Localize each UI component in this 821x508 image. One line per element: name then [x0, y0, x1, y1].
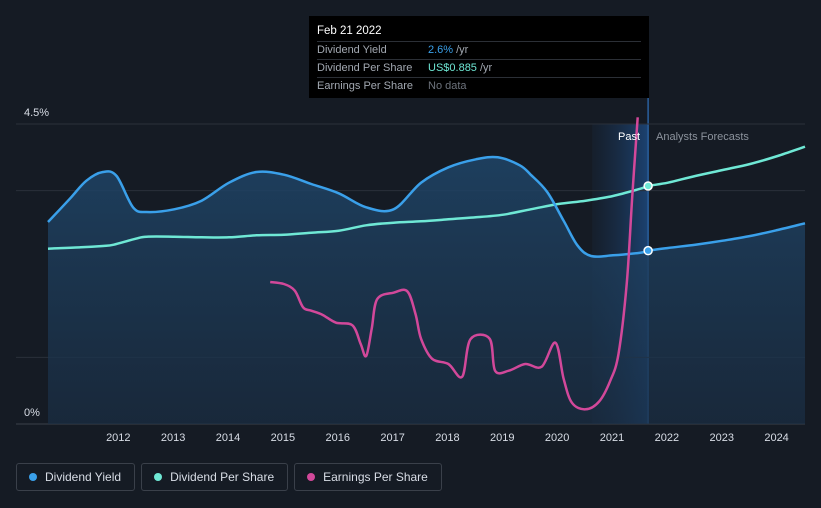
- x-tick-label: 2024: [764, 432, 788, 444]
- x-tick-label: 2019: [490, 432, 514, 444]
- legend-label: Dividend Yield: [45, 470, 122, 484]
- x-tick-label: 2017: [380, 432, 404, 444]
- legend-label: Dividend Per Share: [170, 470, 275, 484]
- dividend-per-share-marker: [643, 181, 653, 191]
- legend-dot-icon: [307, 473, 316, 481]
- x-tick-label: 2018: [435, 432, 459, 444]
- forecast-label: Analysts Forecasts: [656, 131, 749, 143]
- legend-item-dividend-per-share[interactable]: Dividend Per Share: [141, 463, 289, 491]
- x-tick-label: 2013: [161, 432, 185, 444]
- tooltip-unit: /yr: [456, 44, 469, 56]
- tooltip-date: Feb 21 2022: [317, 25, 382, 37]
- past-label: Past: [618, 131, 640, 143]
- tooltip-label: Dividend Per Share: [317, 62, 413, 74]
- tooltip-row-dividend-per-share: Dividend Per Share US$0.885 /yr: [317, 59, 641, 77]
- tooltip-label: Earnings Per Share: [317, 80, 413, 92]
- x-tick-label: 2014: [216, 432, 240, 444]
- tooltip-label: Dividend Yield: [317, 44, 387, 56]
- legend: Dividend Yield Dividend Per Share Earnin…: [16, 463, 442, 491]
- tooltip-row-dividend-yield: Dividend Yield 2.6% /yr: [317, 41, 641, 59]
- legend-label: Earnings Per Share: [323, 470, 428, 484]
- dividend-per-share-line: [47, 145, 806, 250]
- tooltip-value: No data: [428, 80, 467, 92]
- x-tick-label: 2016: [325, 432, 349, 444]
- legend-dot-icon: [154, 473, 163, 481]
- dividend-yield-area: [48, 156, 805, 424]
- legend-dot-icon: [29, 473, 37, 481]
- earnings-per-share-line: [270, 117, 639, 411]
- dividend-yield-marker: [643, 245, 653, 256]
- dividend-chart: Past Analysts Forecasts 4.5% 0% 2012 2013 20…: [16, 94, 806, 444]
- y-tick-label: 4.5%: [24, 107, 49, 119]
- tooltip-unit: /yr: [479, 62, 493, 74]
- tooltip-value: US$0.885: [428, 62, 477, 74]
- y-tick-label: 0%: [24, 407, 40, 419]
- x-tick-label: 2020: [545, 432, 569, 444]
- tooltip: Feb 21 2022 Dividend Yield 2.6% /yr Divi…: [309, 16, 649, 98]
- tooltip-value: 2.6%: [428, 44, 454, 56]
- x-tick-label: 2022: [655, 432, 679, 444]
- x-tick-label: 2015: [271, 432, 295, 444]
- tooltip-row-earnings-per-share: Earnings Per Share No data: [317, 77, 641, 95]
- x-tick-label: 2021: [600, 432, 624, 444]
- legend-item-dividend-yield[interactable]: Dividend Yield: [16, 463, 136, 491]
- x-tick-label: 2012: [106, 432, 130, 444]
- legend-item-earnings-per-share[interactable]: Earnings Per Share: [294, 463, 442, 491]
- x-tick-label: 2023: [709, 432, 733, 444]
